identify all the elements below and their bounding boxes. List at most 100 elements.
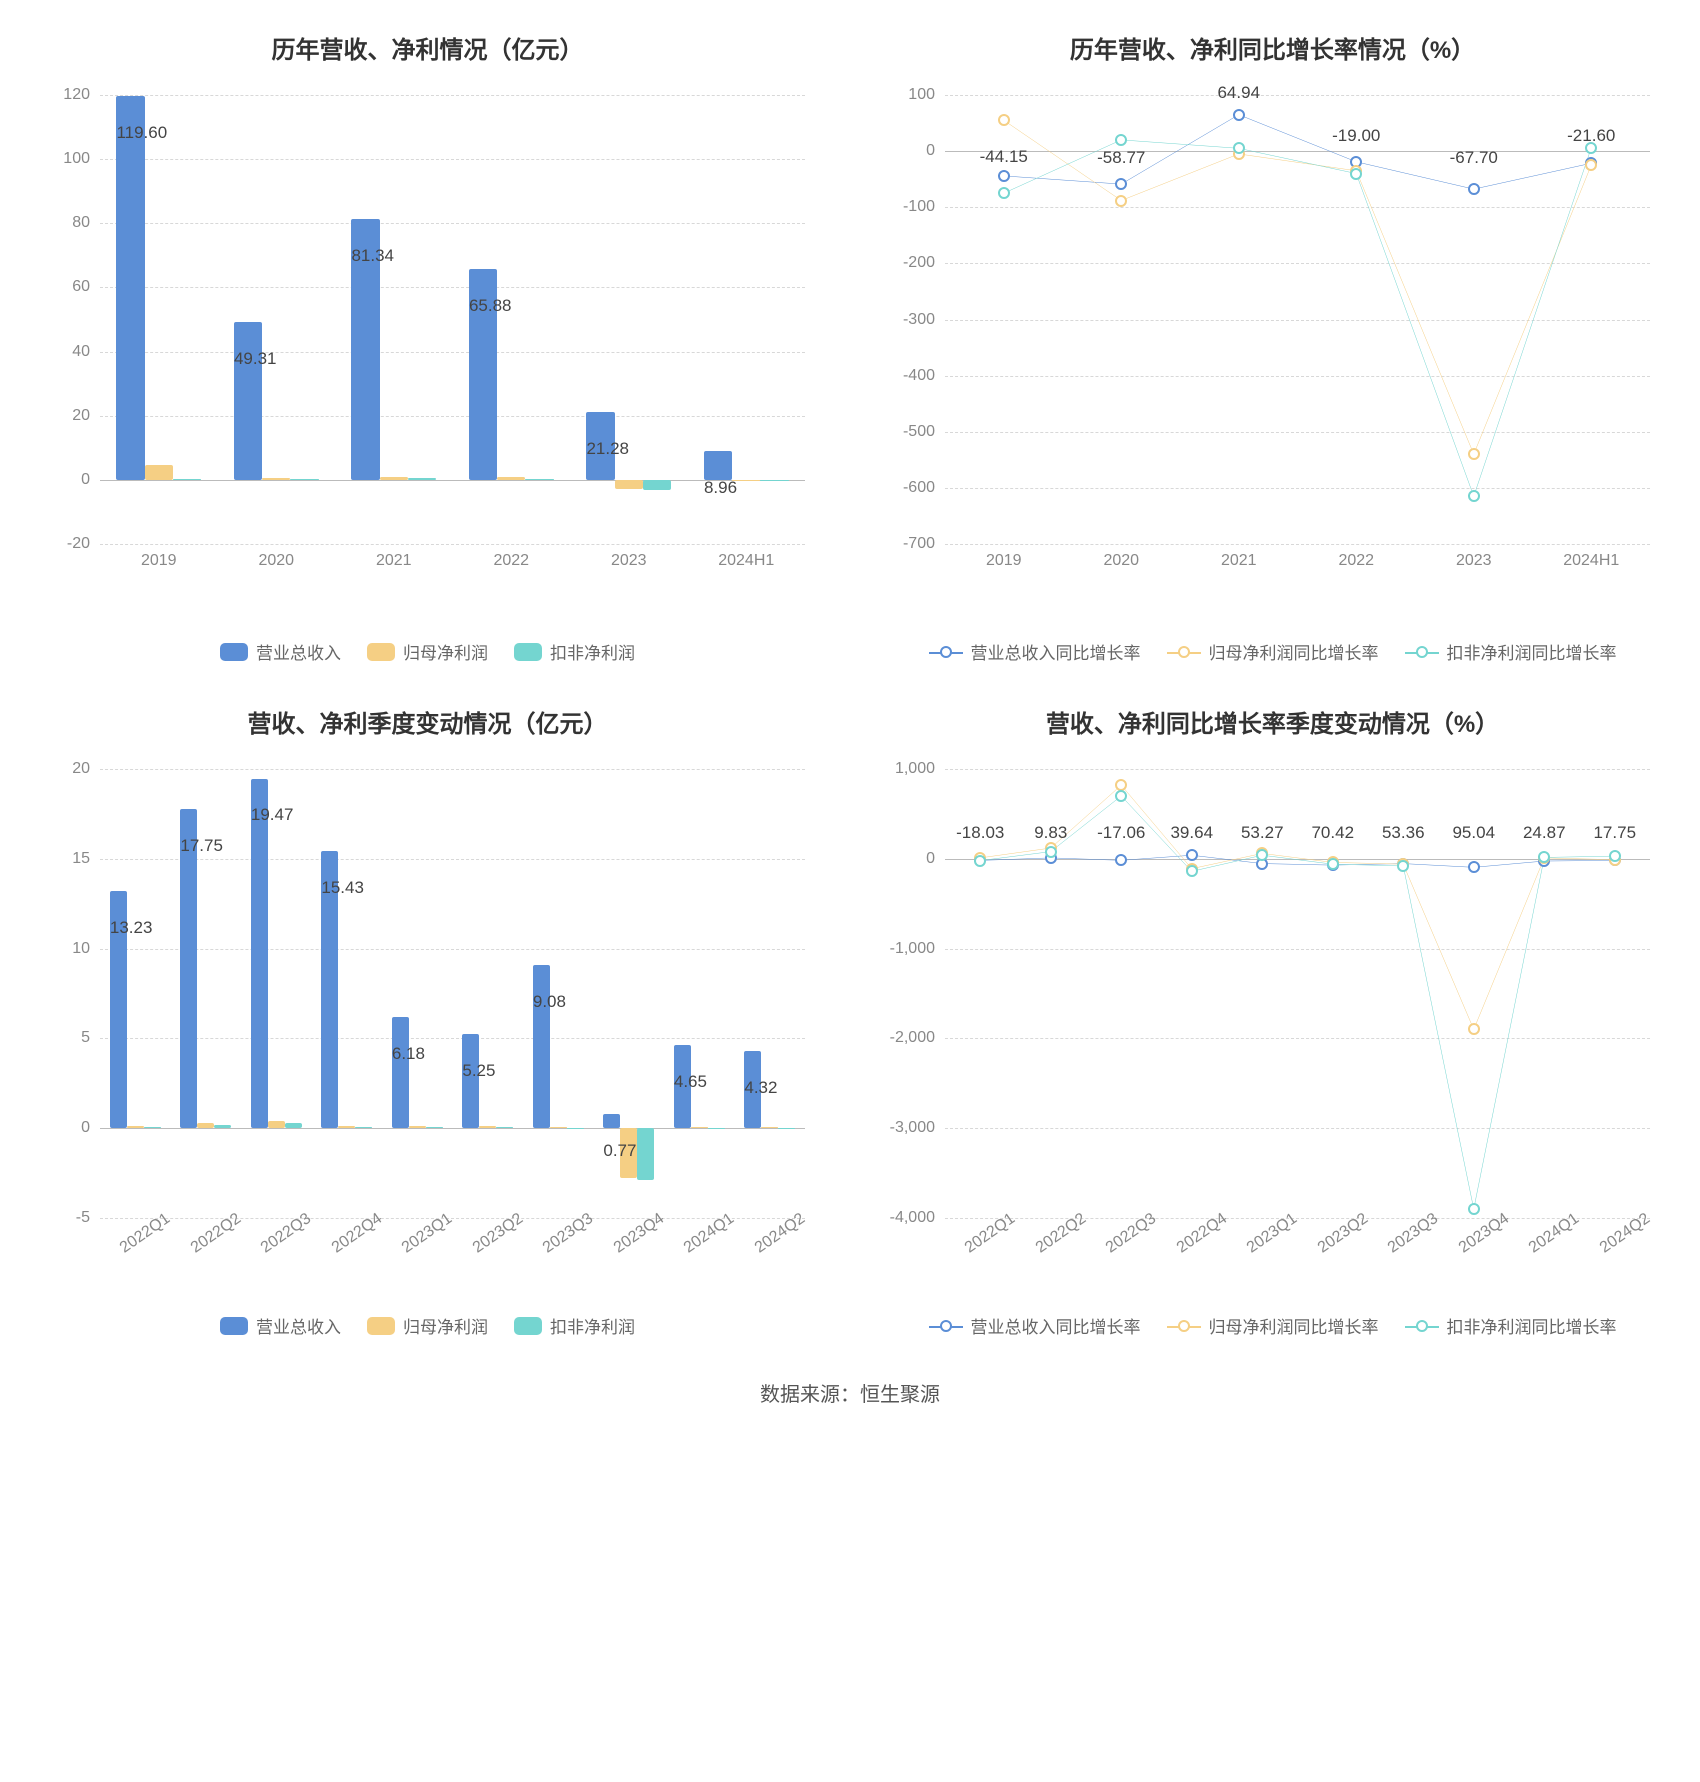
chart-bottom-left: 营收、净利季度变动情况（亿元） -5051015202022Q12022Q220… bbox=[30, 704, 825, 1338]
legend-label: 营业总收入 bbox=[256, 639, 341, 664]
y-axis-label: 100 bbox=[40, 150, 90, 168]
legend-label: 扣非净利润同比增长率 bbox=[1447, 1313, 1617, 1338]
y-axis-label: -100 bbox=[885, 198, 935, 216]
data-point bbox=[1468, 1203, 1480, 1215]
data-point bbox=[1233, 142, 1245, 154]
data-point bbox=[1468, 183, 1480, 195]
data-point bbox=[1115, 854, 1127, 866]
data-point bbox=[1468, 1023, 1480, 1035]
data-point bbox=[1585, 159, 1597, 171]
value-label: 21.28 bbox=[586, 439, 629, 459]
value-label: 53.27 bbox=[1241, 823, 1284, 843]
legend-label: 归母净利润同比增长率 bbox=[1209, 1313, 1379, 1338]
bar bbox=[127, 1126, 144, 1128]
legend-item: 营业总收入 bbox=[220, 639, 341, 664]
y-axis-label: 100 bbox=[885, 86, 935, 104]
bar bbox=[338, 1126, 355, 1128]
y-axis-label: 120 bbox=[40, 86, 90, 104]
data-point bbox=[998, 170, 1010, 182]
data-point bbox=[1115, 195, 1127, 207]
bar bbox=[525, 479, 553, 480]
data-point bbox=[974, 855, 986, 867]
legend: 营业总收入同比增长率归母净利润同比增长率扣非净利润同比增长率 bbox=[875, 639, 1670, 664]
bar bbox=[704, 451, 732, 480]
legend-swatch bbox=[1167, 1320, 1201, 1332]
x-axis-label: 2020 bbox=[1103, 552, 1139, 570]
data-point bbox=[1115, 178, 1127, 190]
y-axis-label: -1,000 bbox=[885, 940, 935, 958]
bar bbox=[615, 480, 643, 490]
value-label: 8.96 bbox=[704, 478, 737, 498]
data-point bbox=[1045, 846, 1057, 858]
value-label: 24.87 bbox=[1523, 823, 1566, 843]
data-point bbox=[1350, 168, 1362, 180]
y-axis-label: 1,000 bbox=[885, 760, 935, 778]
bar bbox=[285, 1123, 302, 1128]
value-label: 6.18 bbox=[392, 1044, 425, 1064]
chart-bottom-right: 营收、净利同比增长率季度变动情况（%） -4,000-3,000-2,000-1… bbox=[875, 704, 1670, 1338]
value-label: -58.77 bbox=[1097, 148, 1145, 168]
value-label: 119.60 bbox=[116, 123, 167, 143]
chart-title: 营收、净利季度变动情况（亿元） bbox=[30, 704, 825, 739]
plot-area: -5051015202022Q12022Q22022Q32022Q42023Q1… bbox=[30, 759, 825, 1279]
legend-item: 归母净利润 bbox=[367, 1313, 488, 1338]
bar bbox=[145, 465, 173, 479]
value-label: 95.04 bbox=[1452, 823, 1495, 843]
value-label: -67.70 bbox=[1450, 148, 1498, 168]
legend-item: 归母净利润同比增长率 bbox=[1167, 1313, 1379, 1338]
x-axis-label: 2022 bbox=[493, 552, 529, 570]
value-label: 5.25 bbox=[462, 1061, 495, 1081]
bar bbox=[290, 479, 318, 480]
x-axis-label: 2020 bbox=[258, 552, 294, 570]
bar bbox=[262, 478, 290, 480]
x-axis-label: 2021 bbox=[376, 552, 412, 570]
legend-swatch bbox=[367, 1317, 395, 1335]
chart-title: 历年营收、净利情况（亿元） bbox=[30, 30, 825, 65]
value-label: 17.75 bbox=[180, 836, 223, 856]
data-point bbox=[1256, 849, 1268, 861]
bar bbox=[637, 1128, 654, 1180]
legend-swatch bbox=[1405, 1320, 1439, 1332]
y-axis-label: -400 bbox=[885, 367, 935, 385]
bar bbox=[408, 478, 436, 480]
x-axis-label: 2022 bbox=[1338, 552, 1374, 570]
bar bbox=[603, 1114, 620, 1128]
bar bbox=[392, 1017, 409, 1128]
plot-area: -200204060801001202019202020212022202320… bbox=[30, 85, 825, 605]
data-point bbox=[1468, 448, 1480, 460]
legend-item: 扣非净利润同比增长率 bbox=[1405, 639, 1617, 664]
data-source-footer: 数据来源：恒生聚源 bbox=[30, 1378, 1670, 1407]
value-label: 4.65 bbox=[674, 1072, 707, 1092]
legend-label: 营业总收入同比增长率 bbox=[971, 1313, 1141, 1338]
data-point bbox=[1115, 790, 1127, 802]
bar bbox=[409, 1126, 426, 1128]
legend-swatch bbox=[1167, 646, 1201, 658]
legend-swatch bbox=[929, 646, 963, 658]
value-label: -44.15 bbox=[980, 147, 1028, 167]
legend: 营业总收入归母净利润扣非净利润 bbox=[30, 1313, 825, 1338]
legend-swatch bbox=[929, 1320, 963, 1332]
legend: 营业总收入同比增长率 归母净利润同比增长率 扣非净利润同比增长率 bbox=[875, 1313, 1670, 1338]
value-label: 65.88 bbox=[469, 296, 512, 316]
bar bbox=[643, 480, 671, 490]
y-axis-label: -4,000 bbox=[885, 1209, 935, 1227]
bar bbox=[533, 965, 550, 1128]
x-axis-label: 2024H1 bbox=[718, 552, 774, 570]
y-axis-label: -20 bbox=[40, 535, 90, 553]
y-axis-label: 0 bbox=[885, 142, 935, 160]
data-point bbox=[1186, 849, 1198, 861]
bar bbox=[778, 1128, 795, 1129]
x-axis-label: 2019 bbox=[141, 552, 177, 570]
bar bbox=[116, 96, 144, 480]
bar bbox=[173, 479, 201, 480]
value-label: 19.47 bbox=[251, 805, 294, 825]
bar bbox=[567, 1128, 584, 1129]
y-axis-label: -2,000 bbox=[885, 1029, 935, 1047]
bar bbox=[234, 322, 262, 480]
bar bbox=[479, 1126, 496, 1128]
legend-label: 营业总收入 bbox=[256, 1313, 341, 1338]
legend-swatch bbox=[220, 643, 248, 661]
legend: 营业总收入归母净利润扣非净利润 bbox=[30, 639, 825, 664]
data-point bbox=[1468, 490, 1480, 502]
value-label: 17.75 bbox=[1593, 823, 1636, 843]
